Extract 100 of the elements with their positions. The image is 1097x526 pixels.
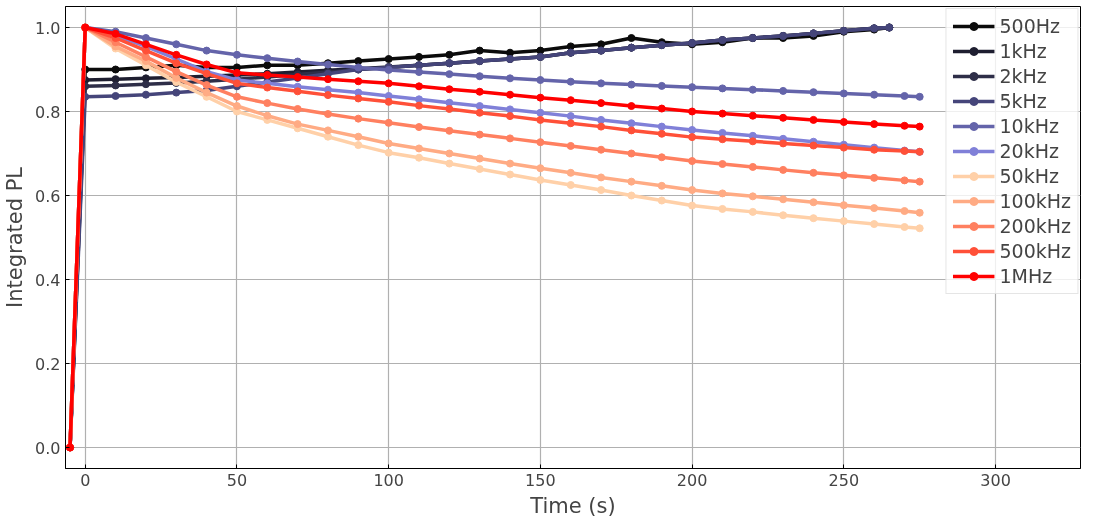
point (688, 186, 697, 195)
legend-label: 10kHz (999, 115, 1059, 137)
point (323, 75, 332, 84)
point (263, 61, 272, 70)
point (536, 175, 545, 184)
legend-label: 5kHz (999, 90, 1047, 112)
x-tick-label: 300 (980, 470, 1011, 490)
point (475, 130, 484, 139)
point (445, 70, 454, 79)
point (475, 87, 484, 96)
point (415, 95, 424, 104)
point (627, 119, 636, 128)
point (779, 165, 788, 174)
point (323, 132, 332, 141)
point (627, 102, 636, 111)
point (354, 94, 363, 103)
point (688, 125, 697, 134)
point (263, 99, 272, 108)
point (809, 198, 818, 207)
point (657, 129, 666, 138)
point (384, 148, 393, 157)
point (627, 34, 636, 42)
point (415, 68, 424, 77)
point (657, 153, 666, 162)
point (870, 204, 879, 213)
point (536, 108, 545, 117)
y-tick-label: 1.0 (35, 18, 61, 38)
point (915, 122, 924, 131)
point (323, 126, 332, 135)
point (597, 115, 606, 124)
point (202, 46, 211, 55)
point (506, 134, 515, 143)
point (809, 115, 818, 124)
point (718, 135, 727, 144)
point (111, 81, 120, 90)
legend-label: 1kHz (999, 40, 1047, 62)
point (232, 92, 241, 101)
point (809, 141, 818, 150)
point (506, 48, 515, 57)
point (506, 105, 515, 114)
legend-label: 1MHz (999, 265, 1053, 287)
y-tick-label: 0.8 (35, 102, 61, 122)
point (779, 195, 788, 204)
legend-label: 500Hz (999, 15, 1060, 37)
point (384, 55, 393, 63)
point (839, 217, 848, 226)
point (445, 98, 454, 107)
x-tick-label: 50 (226, 470, 248, 490)
point (354, 141, 363, 150)
x-tick-label: 0 (80, 470, 91, 490)
point (688, 201, 697, 210)
point (748, 137, 757, 146)
point (657, 181, 666, 190)
point (657, 81, 666, 90)
point (657, 196, 666, 205)
point (384, 91, 393, 100)
point (111, 91, 120, 100)
point (141, 90, 150, 99)
point (839, 201, 848, 210)
point (506, 112, 515, 121)
point (506, 90, 515, 99)
point (839, 89, 848, 98)
point (627, 177, 636, 186)
point (688, 157, 697, 166)
point (141, 52, 150, 61)
point (536, 138, 545, 147)
point (915, 208, 924, 217)
point (141, 46, 150, 55)
point (597, 79, 606, 88)
point (384, 139, 393, 148)
point (354, 77, 363, 86)
point (915, 92, 924, 101)
point (445, 104, 454, 113)
point (506, 159, 515, 168)
point (536, 76, 545, 84)
point (293, 120, 302, 129)
point (566, 141, 575, 150)
point (688, 83, 697, 92)
x-tick-label: 250 (828, 470, 860, 490)
point (475, 108, 484, 117)
point (566, 112, 575, 121)
point (627, 126, 636, 135)
legend-label: 50kHz (999, 165, 1059, 187)
point (415, 144, 424, 153)
point (232, 50, 241, 59)
point (384, 79, 393, 88)
point (263, 54, 272, 63)
point (445, 126, 454, 135)
point (779, 211, 788, 220)
point (415, 52, 424, 61)
point (415, 153, 424, 162)
point (900, 121, 909, 130)
point (536, 164, 545, 173)
point (111, 65, 120, 74)
point (415, 123, 424, 132)
point (415, 82, 424, 91)
point (718, 109, 727, 118)
point (870, 120, 879, 129)
point (839, 118, 848, 126)
point (172, 40, 181, 49)
